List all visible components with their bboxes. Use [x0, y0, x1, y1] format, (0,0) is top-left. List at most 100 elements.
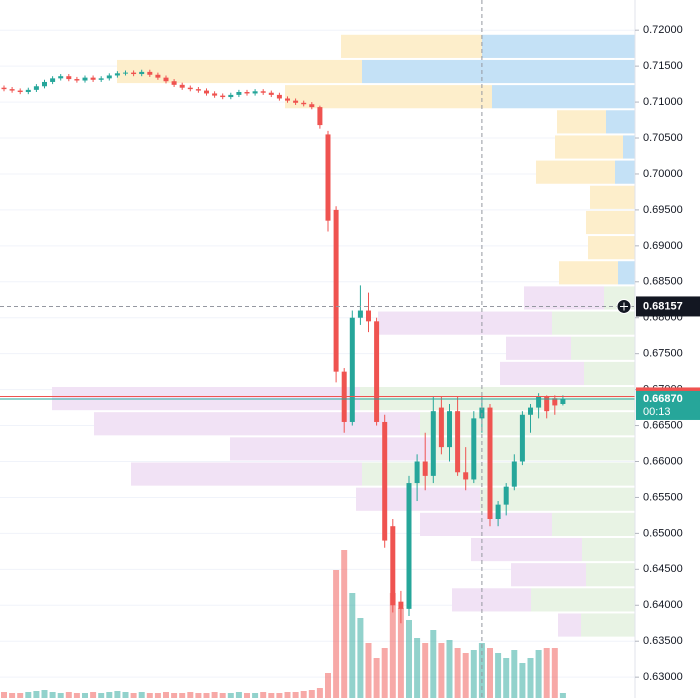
y-tick-label: 0.64500	[643, 563, 683, 575]
volume-bar	[300, 691, 307, 698]
volume-bar	[146, 693, 153, 698]
profile-up	[586, 563, 635, 587]
profile-up	[362, 59, 635, 84]
candle-body	[455, 411, 461, 473]
candle-body	[479, 407, 485, 419]
candle-body	[131, 72, 137, 75]
volume-bar	[106, 692, 113, 698]
volume-bar	[276, 693, 283, 698]
profile-up	[420, 412, 635, 436]
candle-body	[58, 76, 64, 79]
profile-up	[482, 34, 635, 58]
volume-bar	[478, 643, 485, 698]
volume-bar	[17, 693, 24, 698]
volume-bar	[292, 692, 299, 698]
profile-down	[558, 613, 581, 637]
candle-body	[374, 321, 380, 422]
volume-bar	[462, 653, 469, 698]
volume-profile	[52, 34, 635, 637]
volume-bar	[365, 643, 372, 698]
profile-up	[531, 588, 635, 612]
profile-down	[586, 210, 635, 235]
y-tick-label: 0.65500	[643, 491, 683, 503]
candle-body	[123, 72, 128, 74]
candle-body	[293, 100, 299, 103]
profile-up	[362, 462, 635, 486]
volume-bar	[227, 693, 234, 698]
volume-bar	[495, 653, 502, 698]
profile-down	[117, 59, 362, 84]
volume-bar	[235, 692, 242, 698]
volume-bar	[90, 692, 97, 698]
candle-body	[82, 77, 88, 81]
volume-bar	[559, 693, 566, 698]
volume-bar	[511, 650, 518, 698]
volume-bar	[49, 692, 56, 698]
volume-bar	[519, 663, 526, 698]
y-tick-label: 0.69500	[643, 204, 683, 216]
candle-body	[276, 94, 282, 99]
y-tick-label: 0.69000	[643, 240, 683, 252]
volume-bar	[503, 658, 510, 698]
profile-down	[559, 261, 618, 285]
volume-bar	[373, 658, 380, 698]
volume-bar	[73, 693, 80, 698]
candle-body	[325, 134, 331, 221]
profile-down	[341, 34, 482, 58]
candle-body	[42, 81, 47, 87]
volume-bar	[203, 693, 210, 698]
profile-up	[430, 437, 635, 461]
candle-body	[511, 461, 517, 487]
candle-body	[366, 310, 371, 322]
candle-body	[552, 398, 558, 406]
candle-body	[25, 89, 31, 93]
y-tick-label: 0.63000	[643, 671, 683, 683]
candle-body	[503, 486, 509, 505]
profile-down	[500, 361, 584, 386]
profile-down	[555, 135, 623, 159]
candle-body	[74, 79, 80, 81]
y-tick-label: 0.63500	[643, 635, 683, 647]
profile-down	[536, 160, 615, 184]
profile-up	[618, 261, 635, 285]
candle-body	[33, 86, 39, 90]
volume-bar	[341, 550, 348, 698]
candle-body	[285, 98, 290, 101]
profile-up	[492, 85, 635, 109]
profile-up	[571, 336, 635, 360]
candle-body	[147, 71, 153, 75]
candle-body	[90, 77, 96, 80]
y-tick-label: 0.71000	[643, 96, 683, 108]
volume-bar	[25, 692, 32, 698]
candle-body	[252, 91, 258, 94]
profile-up	[615, 160, 635, 184]
profile-up	[582, 537, 635, 562]
candle-body	[179, 84, 185, 88]
candle-body	[139, 71, 145, 75]
profile-down	[471, 537, 582, 562]
candle-body	[414, 461, 420, 484]
candle-body	[495, 504, 501, 520]
volume-bar	[195, 693, 202, 698]
candle-body	[106, 75, 112, 79]
volume-bar	[430, 630, 437, 698]
profile-down	[378, 311, 552, 335]
profile-down	[356, 487, 480, 511]
volume-bar	[535, 650, 542, 698]
candle-body	[317, 107, 323, 126]
volume-bar	[179, 693, 186, 698]
y-tick-label: 0.65000	[643, 527, 683, 539]
volume-bar	[114, 691, 121, 698]
volume-bar	[9, 693, 16, 698]
profile-down	[588, 236, 635, 260]
volume-bar	[414, 638, 421, 698]
candle-body	[487, 407, 493, 520]
y-tick-label: 0.66000	[643, 455, 683, 467]
y-tick-label: 0.68500	[643, 276, 683, 288]
profile-up	[584, 361, 635, 386]
volume-bar	[325, 673, 331, 698]
volume-bar	[268, 693, 275, 698]
volume-bar	[187, 692, 194, 698]
